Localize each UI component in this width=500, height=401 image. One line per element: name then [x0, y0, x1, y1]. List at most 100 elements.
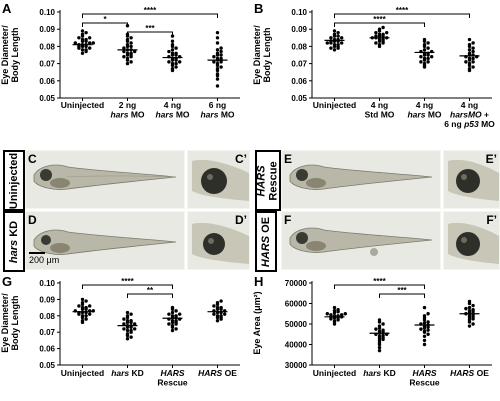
- data-point: [125, 337, 130, 341]
- eye-closeup-c-prime: [192, 159, 249, 201]
- photo-e-letter: E: [284, 152, 293, 166]
- data-point: [332, 308, 337, 313]
- data-point: [422, 305, 427, 310]
- data-point: [122, 317, 126, 321]
- data-point: [125, 319, 130, 323]
- y-tick-label: 0.10: [39, 279, 55, 288]
- x-category-label: hars MO: [110, 110, 144, 120]
- significance-label: ****: [144, 6, 157, 15]
- data-point: [80, 319, 85, 323]
- data-point: [215, 72, 220, 76]
- data-point: [77, 36, 81, 40]
- significance-bracket: [334, 22, 425, 27]
- panel-letter-b: B: [254, 1, 264, 16]
- photo-c-uninjected-larva: C: [25, 150, 185, 209]
- data-point: [215, 48, 220, 52]
- significance-label: ***: [397, 286, 407, 295]
- x-category-label: 6 ng: [209, 100, 227, 110]
- x-category-label: Rescue: [409, 378, 440, 388]
- data-point: [174, 309, 178, 313]
- data-point: [170, 48, 175, 52]
- data-point: [426, 312, 430, 316]
- y-tick-label: 0.08: [39, 312, 55, 321]
- y-tick-label: 70000: [285, 279, 308, 288]
- data-point: [464, 60, 468, 64]
- data-point: [125, 56, 130, 61]
- data-point: [381, 322, 385, 326]
- data-point: [430, 55, 434, 59]
- y-axis-label: Body Length: [10, 28, 20, 83]
- data-point: [129, 312, 133, 316]
- photo-c-prime-letter: C’: [235, 152, 247, 166]
- x-category-label: HARS: [160, 368, 184, 378]
- data-point: [467, 42, 472, 47]
- x-category-label: 4 ng: [416, 100, 434, 110]
- data-point: [219, 299, 223, 303]
- data-point: [212, 304, 216, 308]
- data-point: [340, 313, 344, 317]
- data-point: [84, 305, 88, 310]
- data-point: [174, 46, 178, 50]
- data-point: [170, 34, 175, 38]
- data-point: [377, 334, 382, 338]
- data-point: [125, 328, 130, 333]
- data-point: [332, 42, 337, 47]
- significance-label: ****: [373, 277, 386, 286]
- data-point: [381, 328, 385, 332]
- data-point: [329, 46, 333, 50]
- significance-bracket: [334, 13, 470, 18]
- row-label-hars-oe: HARS OE: [255, 211, 277, 272]
- data-point: [88, 36, 92, 40]
- scale-bar: 200 μm: [29, 252, 59, 265]
- data-point: [336, 30, 340, 35]
- data-point: [467, 314, 472, 318]
- data-point: [215, 61, 220, 66]
- data-point: [215, 56, 220, 61]
- data-point: [467, 37, 472, 42]
- data-point: [467, 56, 472, 61]
- data-point: [133, 49, 137, 54]
- data-point: [332, 319, 337, 323]
- data-point: [219, 314, 223, 318]
- data-point: [422, 37, 427, 42]
- data-point: [329, 36, 333, 40]
- row-label-hars-kd: hars KD: [3, 211, 25, 272]
- data-point: [174, 327, 178, 331]
- data-point: [467, 308, 472, 313]
- row-label-hars-kd-text: hars KD: [8, 220, 20, 262]
- chart-b: 0.05 0.06 0.07 0.08 0.09 0.10 Eye Diameter/Bod…: [252, 6, 495, 129]
- data-point: [336, 42, 340, 47]
- data-point: [471, 303, 475, 308]
- row-label-hars-kd-suffix: KD: [8, 220, 21, 240]
- data-point: [377, 345, 382, 350]
- y-tick-label: 0.06: [39, 345, 55, 354]
- x-category-label: HARS OE: [450, 368, 489, 378]
- data-point: [84, 317, 88, 321]
- data-point: [419, 60, 423, 64]
- data-point: [471, 307, 475, 312]
- data-point: [80, 314, 85, 318]
- y-tick-label: 0.09: [291, 25, 307, 34]
- data-point: [215, 84, 220, 88]
- photo-d-prime-letter: D’: [235, 213, 247, 227]
- chart-g: 0.05 0.06 0.07 0.08 0.09 0.10 Eye Diameter/Bod…: [0, 277, 240, 388]
- data-point: [332, 305, 337, 310]
- x-category-label: Uninjected: [313, 368, 356, 378]
- data-point: [340, 36, 344, 40]
- row-label-hars-rescue: HARS Rescue: [255, 150, 281, 211]
- data-point: [129, 328, 133, 333]
- data-point: [129, 36, 133, 40]
- data-point: [129, 51, 133, 55]
- data-point: [170, 67, 175, 71]
- chart-h: 30000 40000 50000 60000 70000 Eye Area (μm²) U…: [252, 277, 492, 388]
- data-point: [467, 305, 472, 310]
- data-point: [212, 60, 216, 64]
- data-point: [215, 30, 220, 35]
- data-point: [80, 305, 85, 310]
- data-point: [212, 312, 216, 316]
- data-point: [374, 34, 378, 38]
- data-point: [381, 32, 385, 37]
- y-tick-label: 0.07: [39, 60, 55, 69]
- data-point: [88, 304, 92, 308]
- data-point: [133, 322, 137, 326]
